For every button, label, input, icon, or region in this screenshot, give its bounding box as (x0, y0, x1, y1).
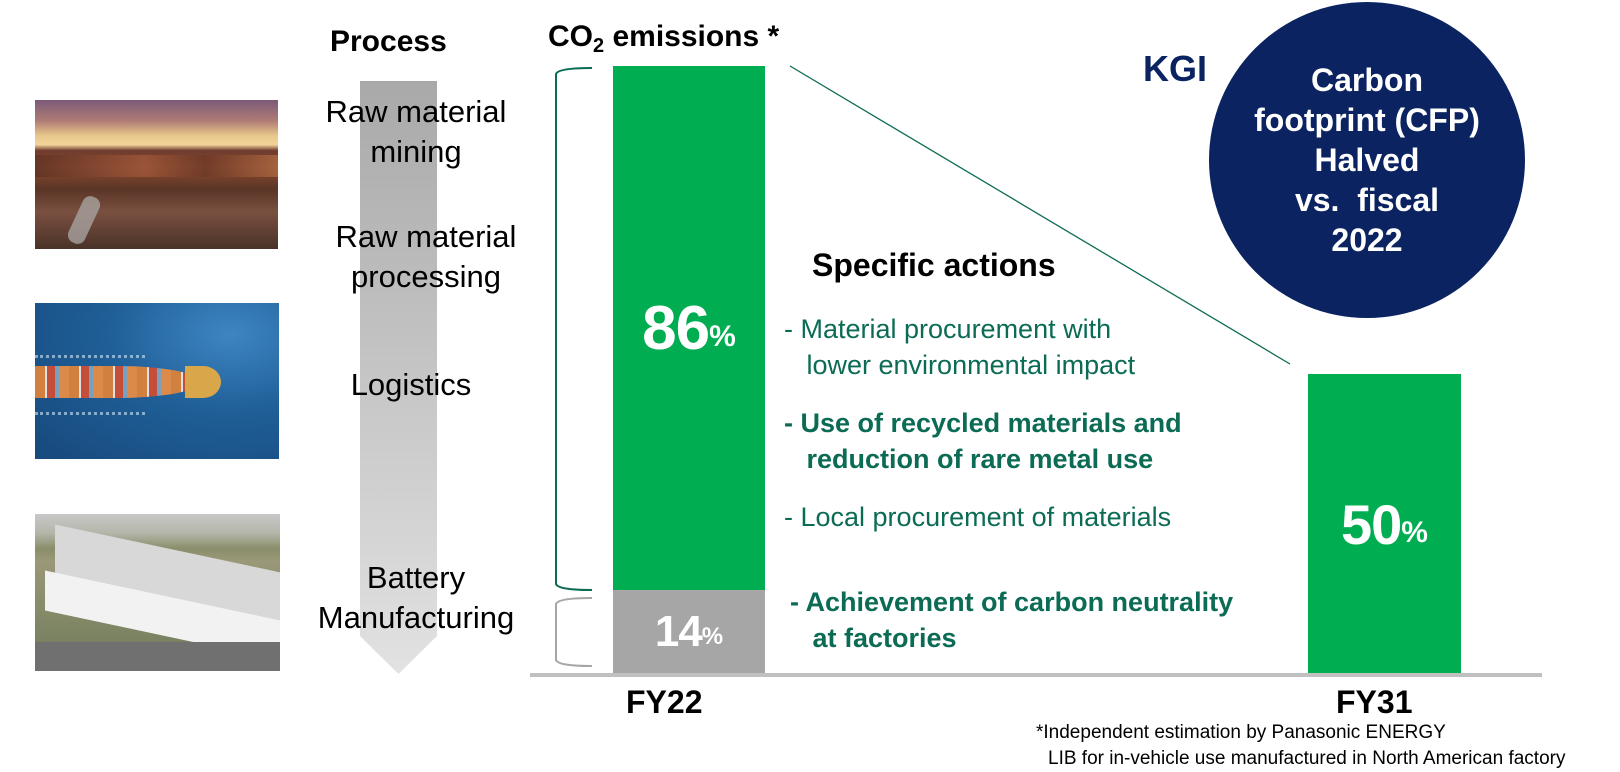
upstream-bracket (555, 67, 593, 591)
kgi-text: Carbon footprint (CFP) Halved vs. fiscal… (1254, 62, 1480, 258)
kgi-label: KGI (1143, 48, 1208, 89)
stage-battery-manufacturing: Battery Manufacturing (317, 560, 515, 635)
stage-raw-material-processing: Raw material processing (335, 219, 517, 294)
container-ship-photo (35, 303, 279, 459)
canyon-ridge (35, 155, 278, 177)
ship-containers (35, 366, 200, 398)
x-label-fy22: FY22 (626, 684, 703, 720)
process-down-arrow-icon (360, 81, 437, 674)
stage-raw-material-mining: Raw material mining (325, 94, 507, 169)
bar-fy31: 50% (1308, 374, 1461, 674)
stage-logistics: Logistics (350, 367, 472, 402)
factory-parking (35, 642, 280, 671)
ship-bow (185, 366, 221, 398)
footnote-line-2: LIB for in-vehicle use manufactured in N… (1048, 748, 1566, 769)
bar-fy22-manufacturing: 14% (613, 590, 765, 674)
kgi-circle: Carbon footprint (CFP) Halved vs. fiscal… (1209, 2, 1525, 318)
action-item: - Use of recycled materials and reductio… (784, 408, 1182, 474)
factory-photo (35, 514, 280, 671)
action-item: - Achievement of carbon neutrality at fa… (790, 587, 1234, 653)
manufacturing-bracket (555, 597, 593, 667)
process-title: Process (330, 25, 447, 58)
bar-fy22-upstream: 86% (613, 66, 765, 590)
action-item: - Material procurement with lower enviro… (784, 314, 1136, 380)
chart-baseline (530, 673, 1542, 677)
ship-wake (35, 355, 145, 415)
x-label-fy31: FY31 (1336, 684, 1413, 720)
footnote-line-1: *Independent estimation by Panasonic ENE… (1036, 722, 1446, 743)
chart-title: CO2 emissions * (548, 20, 780, 57)
action-item: - Local procurement of materials (784, 502, 1172, 532)
canyon-photo (35, 100, 278, 249)
actions-title: Specific actions (812, 247, 1056, 283)
